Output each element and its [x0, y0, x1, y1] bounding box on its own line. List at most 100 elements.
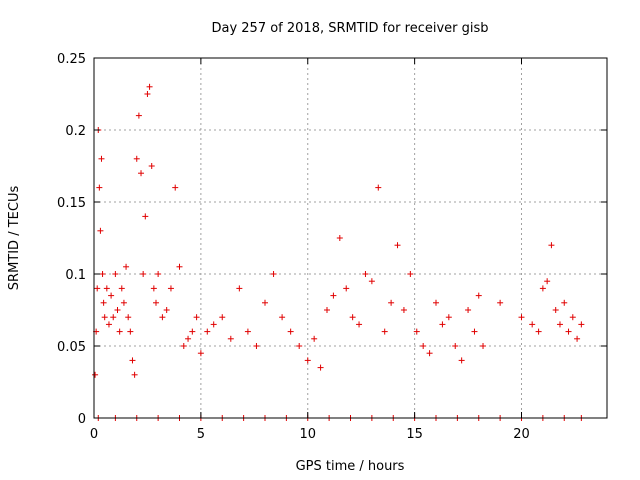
- data-point: [155, 271, 162, 277]
- data-point: [120, 299, 127, 306]
- data-point: [556, 321, 563, 328]
- data-point: [94, 285, 101, 292]
- data-point: [108, 292, 115, 299]
- y-tick-label: 0.25: [57, 52, 86, 67]
- data-point: [296, 343, 303, 349]
- tick-labels: 0 5 10 15 20 0 0.05 0.1 0.15 0.2 0.25: [57, 52, 530, 442]
- data-point: [197, 350, 204, 357]
- data-point: [96, 184, 103, 191]
- data-point: [279, 314, 286, 321]
- data-point: [189, 328, 196, 335]
- data-point: [539, 285, 546, 292]
- data-point: [569, 314, 576, 321]
- x-tick-label: 10: [299, 427, 316, 442]
- x-tick-label: 0: [90, 427, 98, 442]
- data-point: [578, 321, 585, 328]
- data-point: [407, 271, 414, 277]
- data-point: [148, 163, 155, 169]
- data-point: [146, 83, 153, 90]
- data-point: [497, 299, 504, 306]
- data-point: [135, 112, 142, 119]
- data-point: [480, 343, 487, 349]
- data-point: [105, 321, 112, 328]
- data-point: [400, 307, 407, 313]
- data-point: [118, 285, 125, 292]
- data-point: [548, 242, 555, 249]
- data-point: [172, 184, 179, 191]
- data-point: [262, 299, 268, 306]
- data-point: [133, 155, 140, 162]
- data-point: [167, 285, 174, 292]
- data-point: [356, 321, 363, 328]
- data-point: [362, 271, 369, 277]
- data-point: [112, 271, 119, 277]
- data-points: [92, 83, 585, 421]
- data-point: [123, 263, 130, 270]
- data-point: [445, 314, 452, 321]
- data-point: [270, 271, 277, 277]
- data-point: [368, 278, 375, 285]
- data-point: [163, 307, 170, 313]
- data-point: [439, 321, 446, 328]
- data-point: [101, 314, 108, 321]
- data-point: [138, 170, 145, 177]
- x-tick-label: 5: [197, 427, 205, 442]
- data-point: [311, 335, 318, 342]
- data-point: [317, 364, 324, 371]
- data-point: [219, 314, 226, 321]
- data-point: [552, 307, 559, 313]
- data-point: [535, 328, 542, 335]
- grid: [94, 58, 607, 418]
- axis-ticks: [93, 57, 607, 419]
- data-point: [471, 328, 478, 335]
- data-point: [458, 357, 465, 364]
- data-point: [253, 343, 260, 349]
- data-point: [287, 328, 294, 335]
- data-point: [529, 321, 536, 328]
- data-point: [420, 343, 427, 349]
- data-point: [375, 184, 382, 191]
- data-point: [129, 357, 136, 364]
- data-point: [140, 271, 147, 277]
- data-point: [544, 278, 551, 285]
- data-point: [100, 299, 107, 306]
- data-point: [426, 350, 433, 357]
- data-point: [561, 299, 568, 306]
- y-tick-label: 0.15: [57, 196, 86, 211]
- data-point: [465, 307, 472, 313]
- data-point: [236, 285, 243, 292]
- x-tick-label: 20: [513, 427, 530, 442]
- data-point: [475, 292, 482, 299]
- data-point: [204, 328, 211, 335]
- data-point: [413, 328, 420, 335]
- data-point: [98, 155, 105, 162]
- y-tick-label: 0: [78, 412, 86, 427]
- data-point: [518, 314, 525, 321]
- data-point: [433, 299, 439, 306]
- data-point: [323, 307, 330, 313]
- data-point: [110, 314, 117, 321]
- data-point: [99, 271, 106, 277]
- data-point: [114, 307, 121, 313]
- data-point: [144, 91, 151, 97]
- y-tick-label: 0.2: [65, 124, 86, 139]
- data-point: [336, 235, 343, 241]
- data-point: [227, 335, 234, 342]
- data-point: [388, 299, 395, 306]
- data-point: [180, 343, 187, 349]
- data-point: [394, 242, 401, 249]
- data-point: [127, 328, 134, 335]
- data-point: [381, 328, 388, 335]
- x-axis-title: GPS time / hours: [296, 459, 405, 474]
- data-point: [185, 335, 192, 342]
- data-point: [152, 299, 159, 306]
- data-point: [452, 343, 459, 349]
- data-point: [97, 227, 104, 234]
- chart-title: Day 257 of 2018, SRMTID for receiver gis…: [211, 21, 488, 36]
- data-point: [103, 285, 110, 292]
- y-tick-label: 0.1: [65, 268, 86, 283]
- data-point: [92, 371, 99, 378]
- plot-frame: [93, 57, 608, 419]
- data-point: [244, 328, 251, 335]
